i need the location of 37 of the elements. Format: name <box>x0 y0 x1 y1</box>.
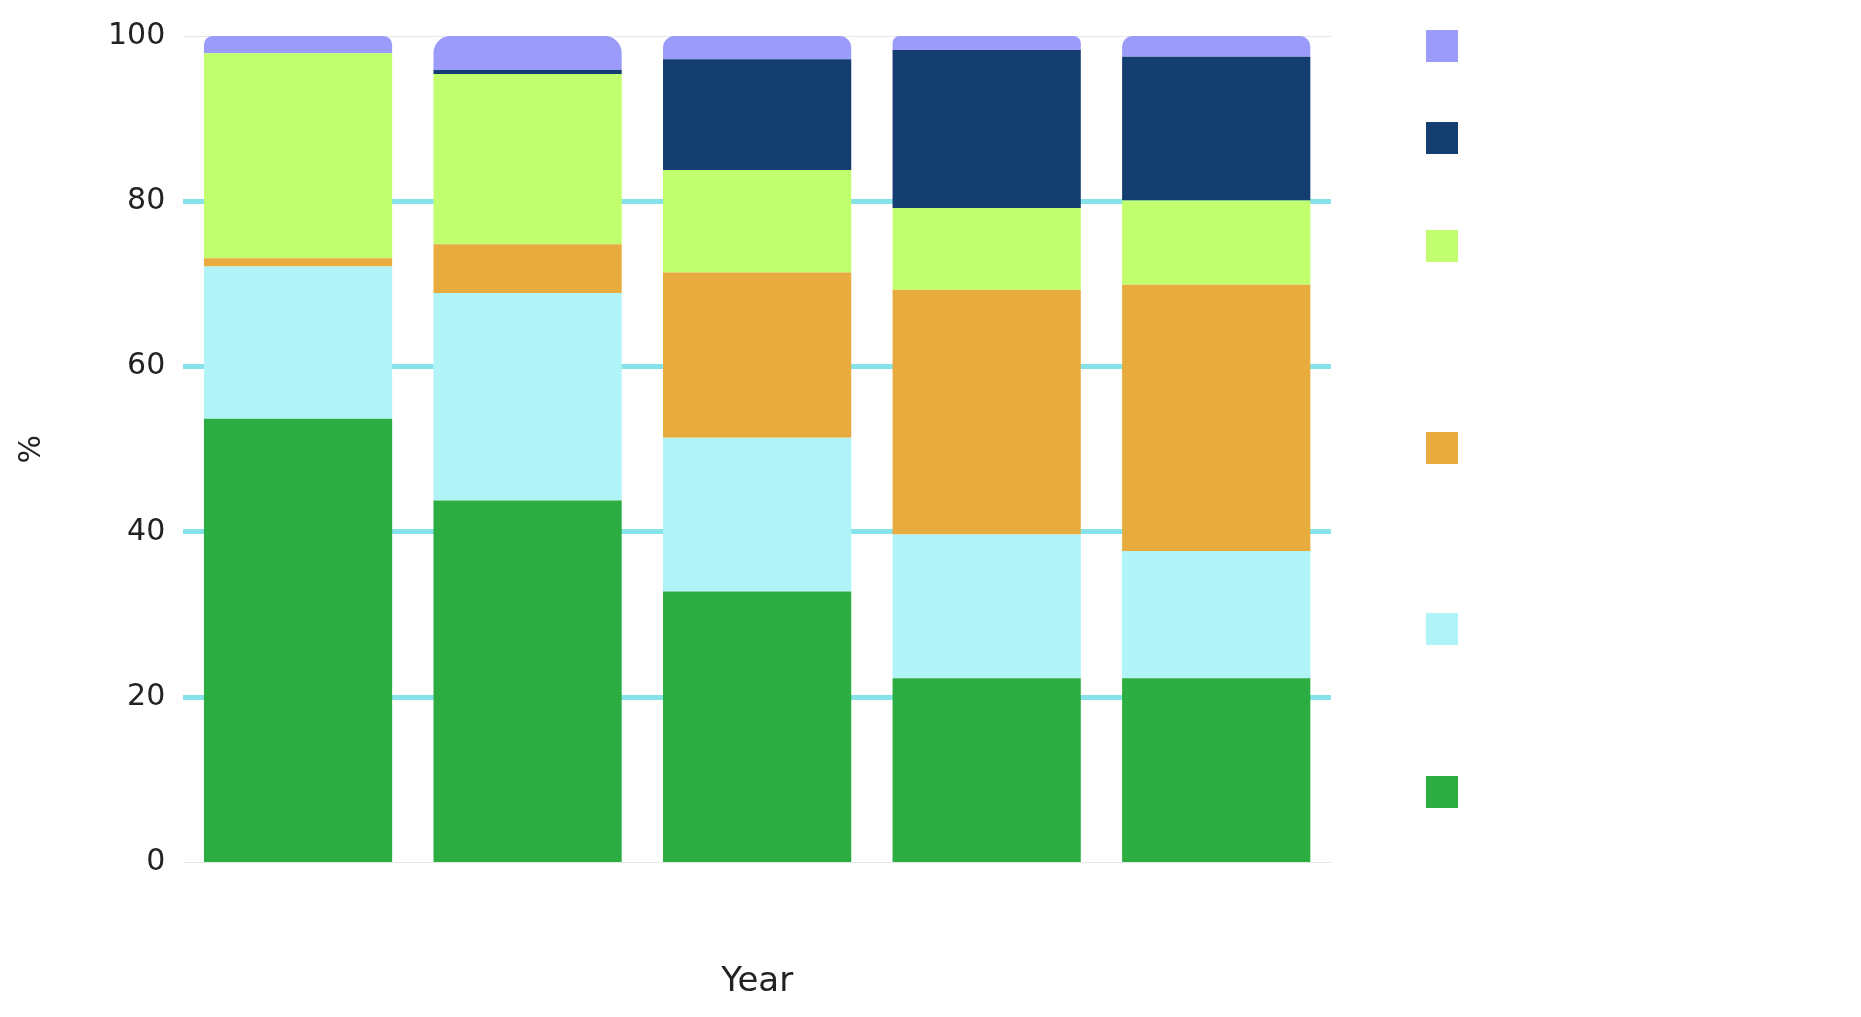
bar <box>663 272 852 438</box>
bar <box>663 36 852 60</box>
bar <box>1122 284 1311 551</box>
bar <box>203 258 393 267</box>
bar <box>663 437 852 592</box>
bar <box>663 591 852 863</box>
bar <box>433 293 622 501</box>
y-tick-label: 80 <box>127 181 166 217</box>
bar <box>433 500 622 863</box>
y-tick-label: 20 <box>127 677 166 713</box>
bar <box>663 169 852 273</box>
y-axis-title: % <box>11 435 47 464</box>
x-axis-title: Year <box>720 959 794 1000</box>
bar <box>1122 678 1311 863</box>
bar <box>433 69 622 75</box>
y-tick-label: 60 <box>127 346 166 382</box>
bar <box>892 36 1081 51</box>
bar <box>892 534 1081 679</box>
bar <box>892 289 1081 535</box>
bar <box>892 207 1081 290</box>
bar <box>892 678 1081 863</box>
bar <box>663 59 852 170</box>
bar <box>433 244 622 294</box>
y-tick-label: 0 <box>146 842 166 878</box>
bar <box>203 36 393 54</box>
bar <box>1122 36 1311 57</box>
y-tick-label: 100 <box>108 15 166 51</box>
bar <box>1122 550 1311 679</box>
y-tick-label: 40 <box>127 511 166 547</box>
bar <box>203 266 393 419</box>
bar <box>1122 56 1311 201</box>
bar <box>433 36 622 70</box>
bar <box>892 50 1081 208</box>
bar <box>203 418 393 863</box>
bar <box>203 53 393 259</box>
bar <box>1122 200 1311 285</box>
bar <box>433 74 622 245</box>
